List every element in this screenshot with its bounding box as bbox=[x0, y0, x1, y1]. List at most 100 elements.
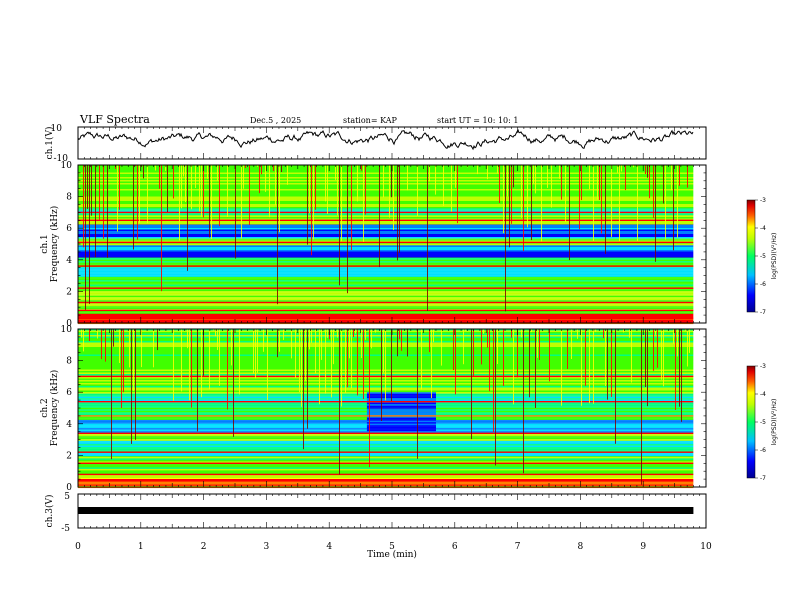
spectrogram-row bbox=[78, 183, 694, 185]
spectrogram-impulse bbox=[637, 165, 638, 241]
spectrogram-row bbox=[78, 261, 694, 263]
spectrogram-impulse bbox=[441, 329, 442, 366]
spectrogram-impulse bbox=[97, 329, 98, 339]
spectrogram-row bbox=[78, 295, 694, 298]
spectrogram-impulse bbox=[381, 329, 382, 421]
spectrogram-impulse bbox=[481, 329, 482, 365]
spectrogram-row bbox=[78, 300, 694, 302]
spectrogram-impulse bbox=[197, 329, 198, 432]
spectrogram-row bbox=[78, 217, 694, 219]
spectrogram-impulse bbox=[121, 329, 122, 408]
spectrogram-impulse bbox=[133, 329, 134, 391]
ch1-spectrogram-yticks: 0 2 4 6 8 10 bbox=[61, 161, 706, 329]
spectrogram-impulse bbox=[143, 165, 144, 179]
spectrogram-row bbox=[78, 234, 694, 236]
spectrogram-impulse bbox=[379, 165, 380, 268]
spectrogram-impulse bbox=[119, 329, 120, 363]
spectrogram-impulse bbox=[675, 329, 676, 410]
spectrogram-impulse bbox=[309, 329, 310, 350]
spectrogram-quiet-block bbox=[366, 398, 436, 400]
spectrogram-impulse bbox=[361, 165, 362, 171]
spectrogram-impulse bbox=[585, 329, 586, 386]
spectrogram-impulse bbox=[185, 165, 186, 203]
spectrogram-quiet-block bbox=[366, 399, 436, 402]
y-tick-label: 8 bbox=[66, 357, 72, 367]
spectrogram-impulse bbox=[249, 165, 250, 225]
x-tick-label: 8 bbox=[578, 542, 584, 552]
spectrogram-row bbox=[78, 202, 694, 205]
spectrogram-row bbox=[78, 280, 694, 282]
spectrogram-impulse bbox=[347, 165, 348, 294]
spectrogram-row bbox=[78, 434, 694, 437]
spectrogram-row bbox=[78, 215, 694, 218]
spectrogram-impulse bbox=[389, 165, 390, 218]
spectrogram-row bbox=[78, 240, 694, 243]
spectrogram-row bbox=[78, 192, 694, 194]
spectrogram-impulse bbox=[141, 165, 142, 167]
spectrogram-impulse bbox=[499, 165, 500, 203]
spectrogram-impulse bbox=[113, 329, 114, 347]
spectrogram-quiet-block bbox=[366, 428, 436, 430]
spectrogram-impulse bbox=[227, 165, 228, 217]
spectrogram-impulse bbox=[243, 165, 244, 189]
spectrogram-emission-line bbox=[78, 287, 694, 289]
spectrogram-impulse bbox=[211, 165, 212, 239]
spectrogram-impulse bbox=[457, 165, 458, 224]
spectrogram-row bbox=[78, 201, 694, 203]
x-axis-ticklabels: 0 1 2 3 4 5 6 7 8 9 10 bbox=[75, 542, 712, 552]
colorbar-tick-label: -3 bbox=[760, 197, 766, 204]
spectrogram-impulse bbox=[375, 329, 376, 333]
spectrogram-impulse bbox=[497, 165, 498, 174]
spectrogram-impulse bbox=[677, 329, 678, 357]
spectrogram-emission-line bbox=[78, 415, 694, 417]
colorbar-tick-label: -3 bbox=[760, 363, 766, 370]
spectrogram-impulse bbox=[679, 165, 680, 186]
ch1-ytick-min: -10 bbox=[54, 154, 69, 164]
y-tick-label: 4 bbox=[66, 256, 72, 266]
spectrogram-row bbox=[78, 250, 694, 252]
spectrogram-impulse bbox=[429, 165, 430, 182]
spectrogram-row bbox=[78, 168, 694, 170]
spectrogram-row bbox=[78, 445, 694, 448]
spectrogram-impulse bbox=[141, 329, 142, 368]
colorbar-tick-label: -7 bbox=[760, 309, 766, 316]
spectrogram-impulse bbox=[465, 329, 466, 331]
spectrogram-impulse bbox=[687, 329, 688, 367]
y-tick-label: 8 bbox=[66, 193, 72, 203]
spectrogram-row bbox=[78, 294, 694, 296]
spectrogram-row bbox=[78, 196, 694, 199]
spectrogram-row bbox=[78, 181, 694, 184]
spectrogram-impulse bbox=[523, 329, 524, 474]
spectrogram-impulse bbox=[153, 329, 154, 368]
spectrogram-impulse bbox=[393, 165, 394, 231]
spectrogram-impulse bbox=[681, 329, 682, 422]
spectrogram-quiet-block bbox=[366, 420, 436, 423]
spectrogram-row bbox=[78, 444, 694, 446]
spectrogram-row bbox=[78, 315, 694, 317]
spectrogram-impulse bbox=[655, 329, 656, 335]
spectrogram-impulse bbox=[493, 329, 494, 432]
spectrogram-quiet-block bbox=[366, 431, 436, 433]
spectrogram-row bbox=[78, 243, 694, 246]
spectrogram-no-data bbox=[693, 329, 706, 487]
spectrogram-impulse bbox=[345, 329, 346, 393]
colorbar-tick-label: -5 bbox=[760, 253, 766, 260]
spectrogram-impulse bbox=[533, 165, 534, 184]
spectrogram-impulse bbox=[311, 165, 312, 256]
spectrogram-quiet-block bbox=[366, 402, 436, 405]
spectrogram-impulse bbox=[213, 329, 214, 331]
spectrogram-row bbox=[78, 259, 694, 262]
spectrogram-impulse bbox=[385, 329, 386, 401]
spectrogram-emission-line bbox=[78, 211, 694, 214]
spectrogram-impulse bbox=[473, 329, 474, 377]
spectrogram-impulse bbox=[101, 329, 102, 360]
spectrogram-impulse bbox=[191, 165, 192, 210]
spectrogram-impulse bbox=[353, 329, 354, 338]
spectrogram-row bbox=[78, 303, 694, 305]
spectrogram-impulse bbox=[303, 329, 304, 450]
spectrogram-emission-line bbox=[78, 462, 694, 464]
ch3-waveform-ylabel: ch.3(V) bbox=[44, 495, 55, 528]
spectrogram-impulse bbox=[357, 165, 358, 202]
spectrogram-impulse bbox=[391, 329, 392, 401]
x-tick-label: 10 bbox=[700, 542, 712, 552]
